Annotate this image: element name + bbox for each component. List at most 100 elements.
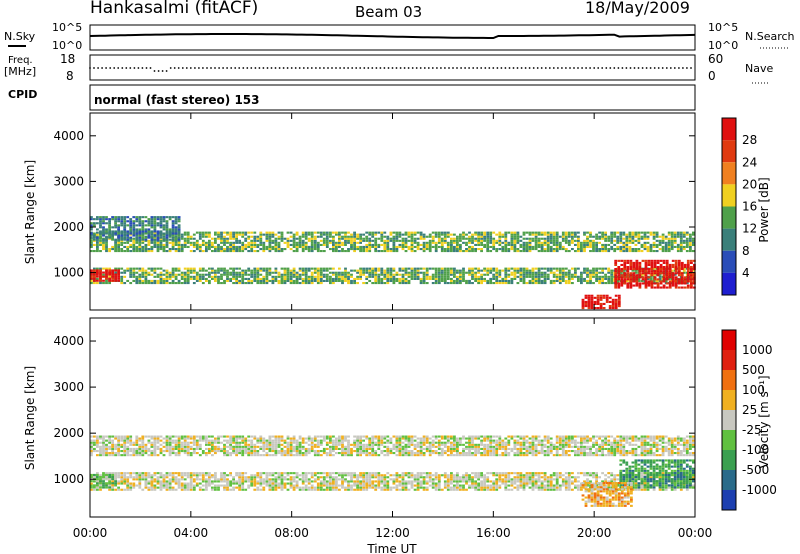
- heatmap-cell: [316, 269, 320, 272]
- heatmap-cell: [238, 271, 241, 274]
- heatmap-cell: [682, 231, 686, 234]
- heatmap-cell: [507, 435, 511, 438]
- heatmap-cell: [638, 276, 642, 279]
- heatmap-cell: [589, 277, 592, 280]
- heatmap-cell: [489, 439, 493, 442]
- heatmap-cell: [96, 271, 99, 274]
- heatmap-cell: [404, 450, 408, 453]
- freq-point: [621, 67, 624, 69]
- heatmap-cell: [168, 277, 172, 280]
- heatmap-cell: [289, 271, 293, 274]
- heatmap-cell: [129, 239, 133, 242]
- heatmap-cell: [677, 282, 681, 285]
- heatmap-cell: [395, 271, 399, 274]
- heatmap-cell: [268, 443, 272, 446]
- heatmap-cell: [108, 222, 111, 225]
- heatmap-cell: [471, 275, 474, 278]
- heatmap-cell: [450, 273, 453, 276]
- heatmap-cell: [371, 269, 375, 272]
- heatmap-cell: [614, 270, 618, 273]
- heatmap-cell: [325, 277, 329, 280]
- heatmap-cell: [416, 273, 420, 276]
- heatmap-cell: [135, 232, 139, 235]
- heatmap-cell: [259, 269, 263, 272]
- heatmap-cell: [298, 454, 302, 457]
- heatmap-cell: [289, 231, 293, 234]
- heatmap-cell: [365, 235, 369, 238]
- heatmap-cell: [105, 241, 108, 244]
- heatmap-cell: [174, 232, 178, 235]
- heatmap-cell: [335, 271, 338, 274]
- velocity-cells: [90, 435, 695, 507]
- heatmap-cell: [341, 439, 344, 442]
- heatmap-cell: [398, 233, 402, 236]
- heatmap-cell: [489, 445, 493, 448]
- heatmap-cell: [108, 237, 111, 240]
- heatmap-cell: [262, 441, 266, 444]
- heatmap-cell: [395, 447, 399, 450]
- heatmap-cell: [682, 239, 686, 242]
- heatmap-cell: [644, 272, 648, 275]
- heatmap-cell: [189, 435, 193, 438]
- heatmap-cell: [356, 452, 359, 455]
- freq-point: [222, 67, 225, 69]
- heatmap-cell: [401, 239, 405, 242]
- heatmap-cell: [229, 233, 232, 236]
- heatmap-cell: [371, 441, 375, 444]
- heatmap-cell: [589, 239, 592, 242]
- heatmap-cell: [298, 450, 302, 453]
- heatmap-cell: [665, 276, 669, 279]
- freq-point: [210, 67, 212, 69]
- heatmap-cell: [138, 248, 142, 251]
- heatmap-cell: [513, 241, 517, 244]
- heatmap-cell: [410, 450, 414, 453]
- heatmap-cell: [416, 277, 420, 280]
- heatmap-cell: [534, 454, 538, 457]
- heatmap-cell: [235, 441, 238, 444]
- heatmap-cell: [96, 277, 99, 280]
- heatmap-cell: [111, 273, 114, 276]
- heatmap-cell: [153, 275, 157, 278]
- heatmap-cell: [301, 279, 305, 282]
- heatmap-cell: [250, 441, 254, 444]
- heatmap-cell: [201, 282, 205, 285]
- heatmap-cell: [398, 443, 402, 446]
- heatmap-cell: [319, 435, 323, 438]
- heatmap-cell: [195, 275, 199, 278]
- heatmap-cell: [446, 275, 450, 278]
- heatmap-cell: [138, 445, 142, 448]
- heatmap-cell: [459, 243, 462, 246]
- heatmap-cell: [626, 259, 630, 262]
- heatmap-cell: [186, 447, 190, 450]
- heatmap-cell: [368, 445, 372, 448]
- heatmap-cell: [561, 439, 565, 442]
- heatmap-cell: [274, 237, 278, 240]
- heatmap-cell: [111, 218, 114, 221]
- heatmap-cell: [531, 450, 535, 453]
- heatmap-cell: [459, 237, 462, 240]
- heatmap-cell: [543, 271, 547, 274]
- heatmap-cell: [329, 282, 332, 285]
- heatmap-cell: [108, 277, 111, 280]
- heatmap-cell: [690, 268, 693, 271]
- heatmap-cell: [456, 245, 459, 248]
- heatmap-cell: [601, 282, 604, 285]
- heatmap-cell: [386, 277, 390, 280]
- heatmap-cell: [220, 241, 223, 244]
- heatmap-cell: [304, 235, 308, 238]
- heatmap-cell: [422, 443, 426, 446]
- heatmap-cell: [304, 437, 308, 440]
- heatmap-cell: [183, 447, 187, 450]
- heatmap-cell: [174, 241, 178, 244]
- heatmap-cell: [247, 250, 251, 253]
- heatmap-cell: [685, 241, 689, 244]
- heatmap-cell: [419, 231, 423, 234]
- heatmap-cell: [205, 435, 208, 438]
- heatmap-cell: [552, 241, 556, 244]
- heatmap-cell: [587, 305, 591, 308]
- heatmap-cell: [114, 277, 117, 280]
- heatmap-cell: [223, 443, 226, 446]
- heatmap-cell: [492, 241, 496, 244]
- heatmap-cell: [371, 239, 375, 242]
- heatmap-cell: [679, 239, 683, 242]
